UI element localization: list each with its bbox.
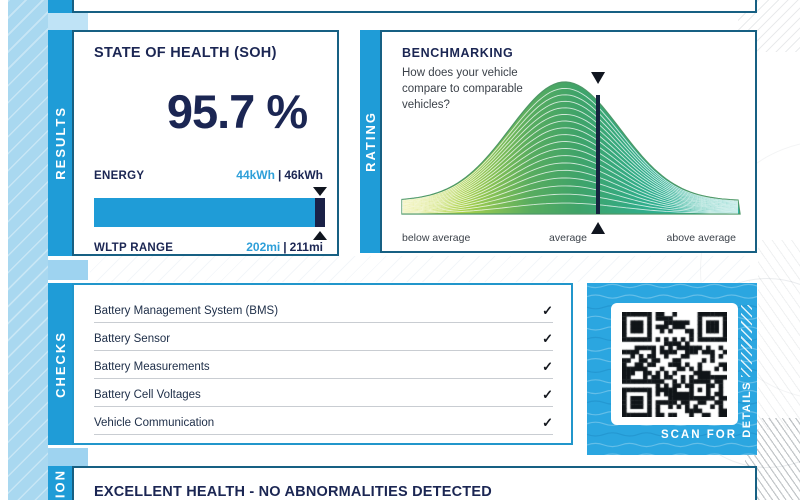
axis-label-average: average	[549, 232, 587, 244]
marker-triangle-down	[313, 187, 327, 196]
checkmark-icon: ✓	[542, 303, 553, 318]
checks-box: Battery Management System (BMS) ✓ Battery …	[72, 283, 573, 445]
axis-label-above-average: above average	[666, 232, 736, 244]
soh-bar	[94, 198, 325, 227]
check-row: Battery Management System (BMS) ✓	[94, 295, 553, 323]
value-separator: |	[277, 168, 282, 182]
wltp-row: WLTP RANGE 202mi | 211mi	[94, 240, 323, 254]
wltp-original: 211mi	[289, 240, 323, 254]
tab-bridge	[48, 13, 88, 31]
check-row: Battery Measurements ✓	[94, 351, 553, 379]
details-label: DETAILS	[741, 381, 753, 438]
results-box: STATE OF HEALTH (SOH) 95.7 % ENERGY 44kW…	[72, 30, 339, 256]
wltp-values: 202mi | 211mi	[246, 240, 323, 254]
guilloche-lines	[90, 256, 750, 282]
section-tab-label: RATING	[362, 111, 378, 172]
check-label: Battery Cell Voltages	[94, 389, 201, 401]
check-row: Battery Cell Voltages ✓	[94, 379, 553, 407]
energy-original: 46kWh	[284, 168, 323, 182]
energy-values: 44kWh | 46kWh	[236, 168, 323, 182]
previous-section-box	[72, 0, 757, 13]
section-tab-rating: RATING	[360, 30, 380, 253]
benchmarking-subtitle: How does your vehicle compare to compara…	[402, 67, 523, 111]
axis-label-below-average: below average	[402, 232, 471, 244]
benchmarking-title: BENCHMARKING	[402, 46, 514, 60]
energy-label: ENERGY	[94, 170, 145, 182]
qr-card	[611, 303, 738, 425]
section-tab-results: RESULTS	[48, 30, 72, 256]
check-label: Battery Measurements	[94, 361, 210, 373]
soh-value: 95.7 %	[166, 85, 308, 138]
checkmark-icon: ✓	[542, 387, 553, 402]
checkmark-icon: ✓	[542, 415, 553, 430]
soh-bar-fill	[94, 198, 316, 227]
section-tab-label: CONCLUSION	[53, 469, 68, 500]
left-accent-band	[8, 0, 48, 500]
rating-box: BENCHMARKING How does your vehicle compa…	[380, 30, 757, 253]
check-label: Battery Sensor	[94, 333, 171, 345]
check-label: Vehicle Communication	[94, 417, 215, 429]
soh-title: STATE OF HEALTH (SOH)	[94, 45, 277, 61]
section-tab-label: RESULTS	[52, 106, 68, 180]
section-tab-conclusion: CONCLUSION	[48, 466, 72, 500]
soh-bar-remainder	[315, 198, 325, 227]
marker-triangle-up	[313, 231, 327, 240]
scan-for-label: SCAN FOR	[660, 429, 737, 441]
hatch-icon	[741, 305, 752, 377]
tab-bridge	[48, 448, 88, 467]
checks-list: Battery Management System (BMS) ✓ Battery …	[94, 295, 553, 435]
qr-block: SCAN FOR DETAILS	[587, 283, 757, 455]
tab-bridge	[48, 260, 88, 280]
conclusion-box: EXCELLENT HEALTH - NO ABNORMALITIES DETE…	[72, 466, 757, 500]
conclusion-title: EXCELLENT HEALTH - NO ABNORMALITIES DETE…	[94, 484, 492, 500]
energy-row: ENERGY 44kWh | 46kWh	[94, 168, 323, 182]
checkmark-icon: ✓	[542, 331, 553, 346]
check-label: Battery Management System (BMS)	[94, 305, 279, 317]
value-separator: |	[283, 240, 287, 254]
benchmark-bell-chart	[401, 72, 741, 234]
checkmark-icon: ✓	[542, 359, 553, 374]
energy-current: 44kWh	[236, 168, 275, 182]
wltp-label: WLTP RANGE	[94, 242, 174, 254]
section-tab-checks: CHECKS	[48, 283, 72, 445]
previous-section-tab	[48, 0, 72, 13]
check-row: Battery Sensor ✓	[94, 323, 553, 351]
wltp-current: 202mi	[246, 240, 281, 254]
section-tab-label: CHECKS	[52, 330, 68, 398]
qr-code	[622, 311, 727, 417]
check-row: Vehicle Communication ✓	[94, 407, 553, 435]
